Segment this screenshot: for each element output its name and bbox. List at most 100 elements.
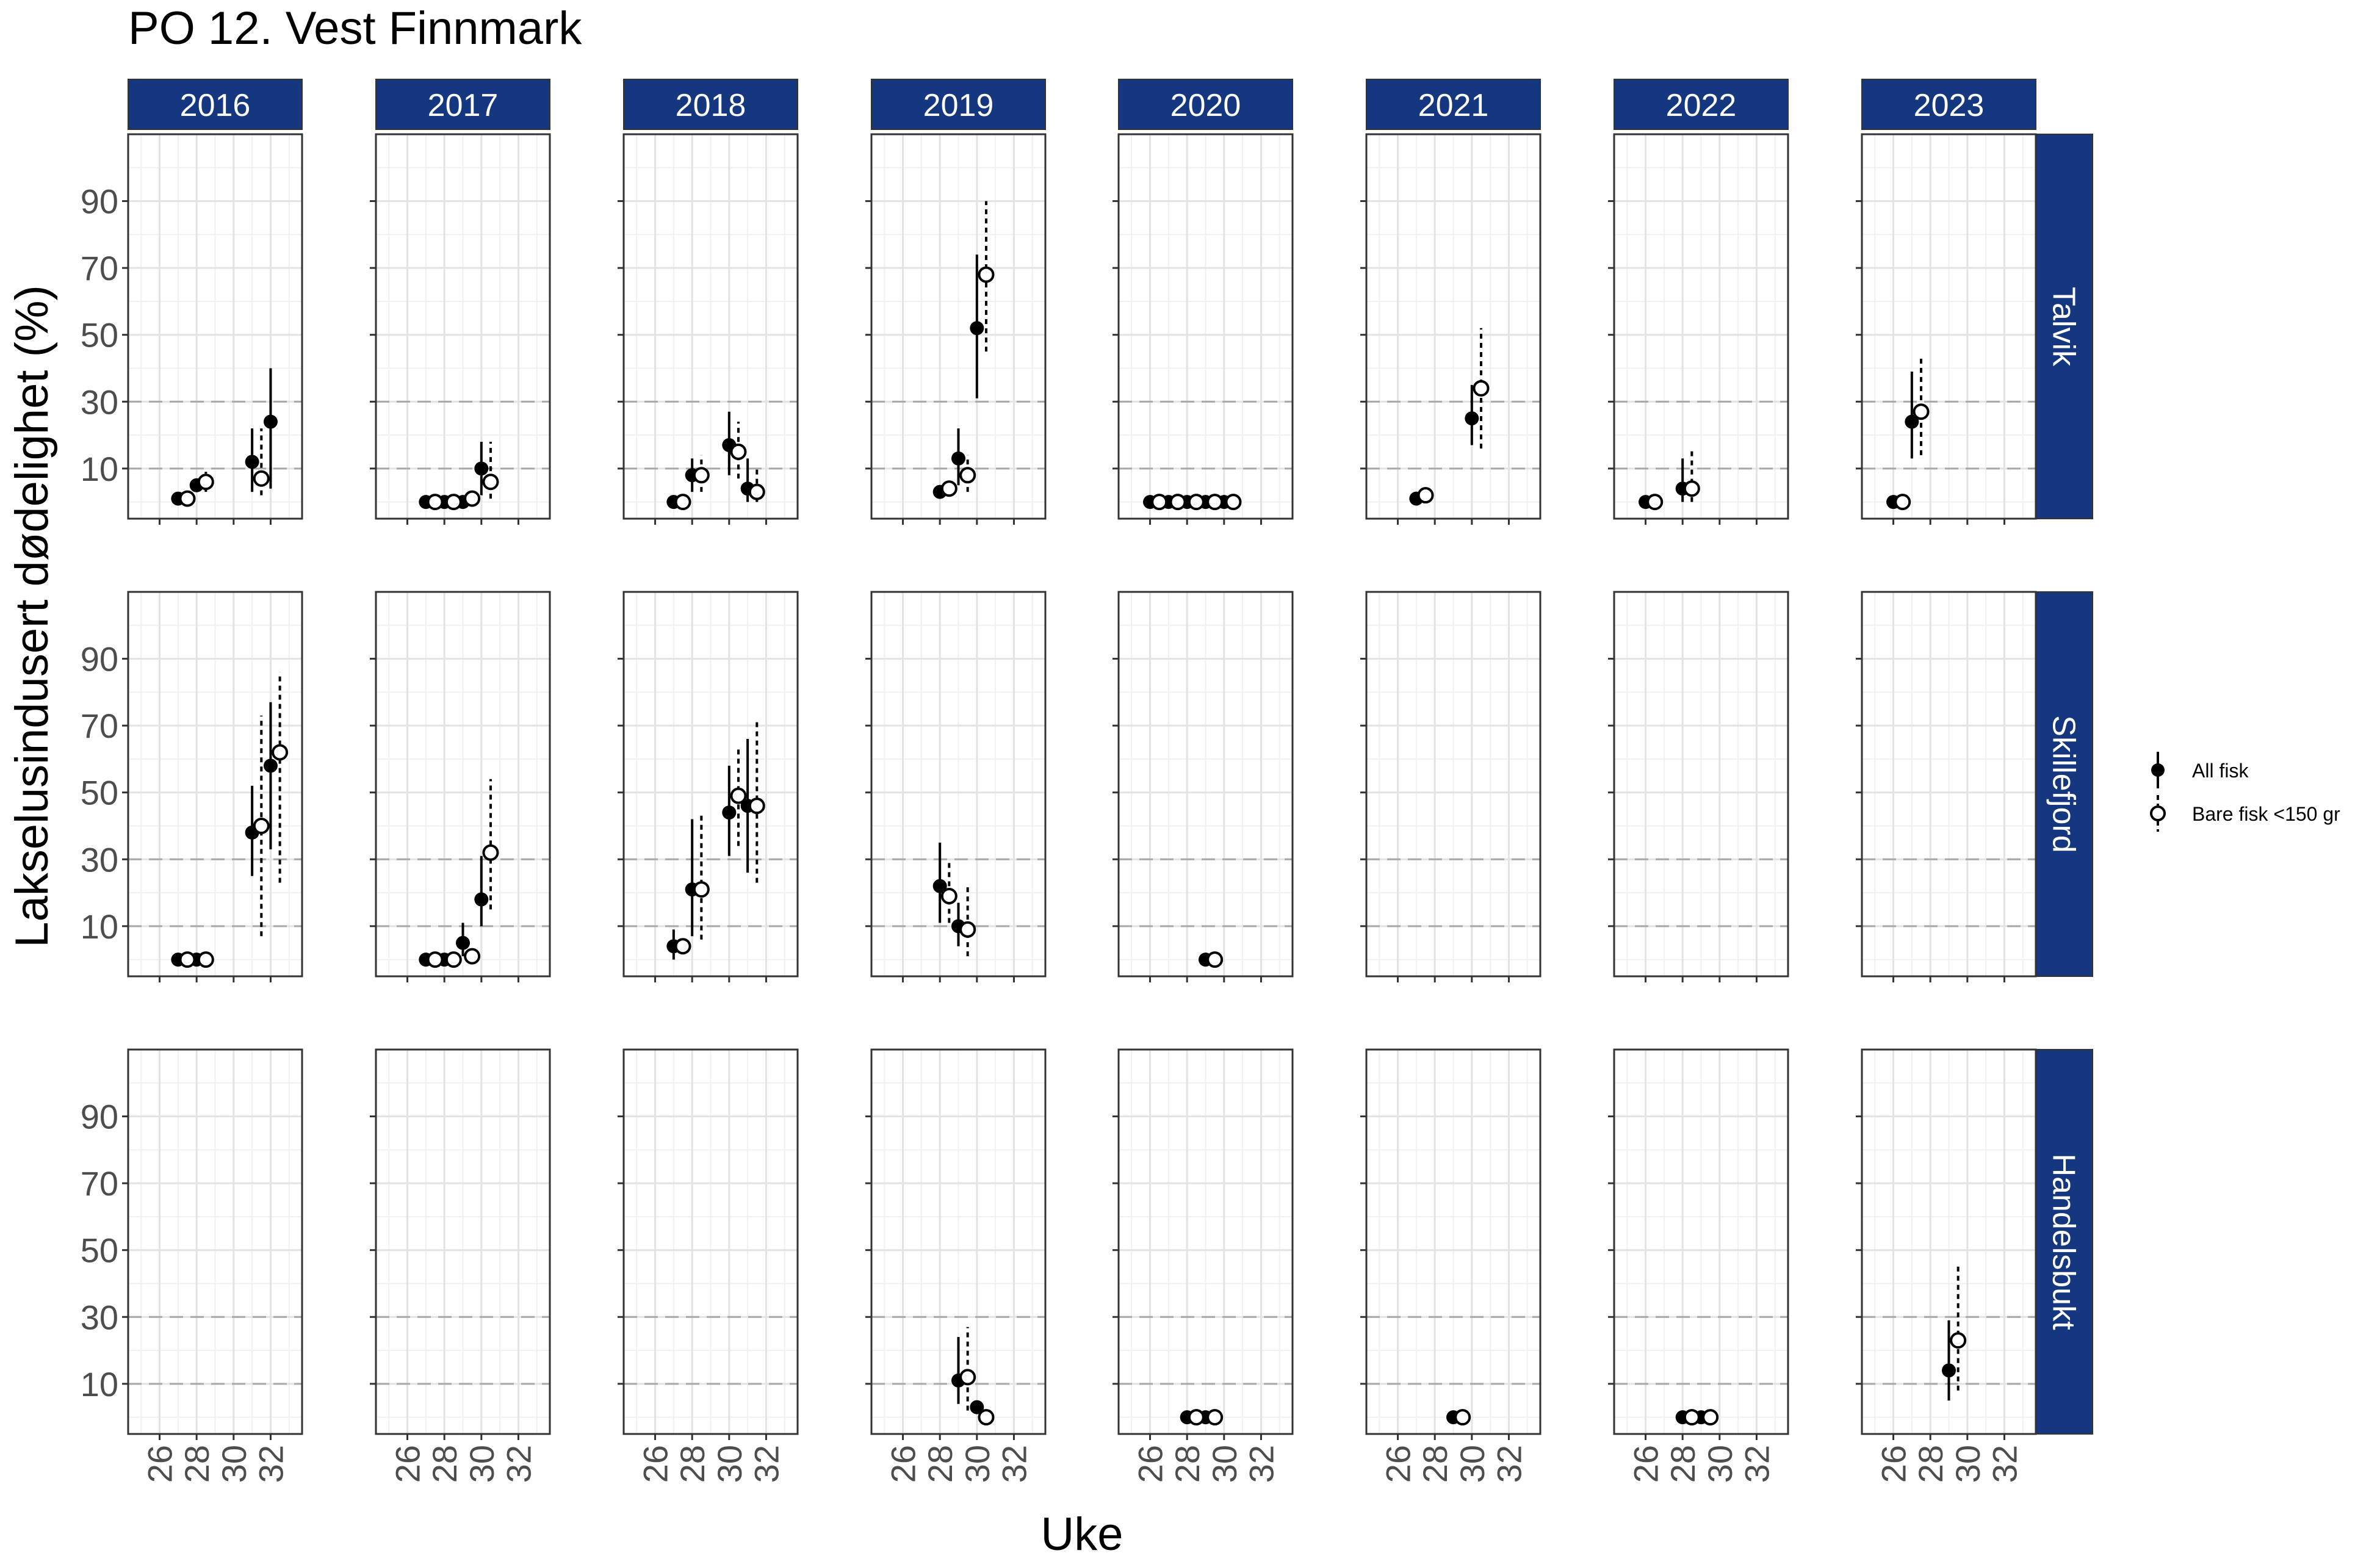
x-tick-label: 30 bbox=[1453, 1445, 1491, 1483]
point-small bbox=[1913, 403, 1930, 420]
x-tick-label: 28 bbox=[1416, 1445, 1454, 1483]
panel-border bbox=[622, 133, 799, 520]
panel-skillefjord-2022 bbox=[1608, 591, 1789, 982]
panel-talvik-2022 bbox=[1608, 133, 1789, 525]
point-small bbox=[1683, 1409, 1700, 1426]
x-tick-label: 32 bbox=[1242, 1445, 1280, 1483]
point-all bbox=[1942, 1363, 1956, 1378]
panel-border bbox=[870, 133, 1047, 520]
y-tick-label: 30 bbox=[81, 1298, 118, 1336]
legend-all-marker bbox=[2151, 763, 2165, 777]
point-all bbox=[474, 892, 489, 907]
point-small bbox=[197, 951, 214, 968]
x-tick-label: 26 bbox=[1627, 1445, 1665, 1483]
point-small bbox=[482, 474, 499, 491]
panel-border bbox=[870, 1048, 1047, 1435]
point-small bbox=[674, 938, 691, 955]
point-small bbox=[1950, 1332, 1967, 1349]
year-strip-2017 bbox=[375, 79, 550, 130]
station-strip-label-handelsbukt: Handelsbukt bbox=[2046, 1153, 2082, 1330]
panel-border bbox=[127, 591, 303, 978]
point-small bbox=[427, 494, 444, 511]
point-small bbox=[179, 951, 196, 968]
year-strip-2021 bbox=[1366, 79, 1541, 130]
point-small bbox=[179, 490, 196, 507]
x-tick-label: 30 bbox=[710, 1445, 749, 1483]
point-all bbox=[1465, 411, 1479, 426]
panel-border bbox=[1613, 1048, 1789, 1435]
point-small bbox=[464, 490, 481, 507]
panel-talvik-2017 bbox=[370, 133, 551, 525]
point-small bbox=[940, 480, 957, 497]
x-tick-label: 32 bbox=[995, 1445, 1033, 1483]
x-tick-label: 28 bbox=[425, 1445, 464, 1483]
point-small bbox=[197, 474, 214, 491]
point-small bbox=[464, 948, 481, 965]
station-strip-label-talvik: Talvik bbox=[2046, 287, 2082, 367]
point-small bbox=[730, 787, 747, 804]
point-small bbox=[1206, 1409, 1224, 1426]
point-small bbox=[959, 467, 976, 484]
x-tick-label: 26 bbox=[636, 1445, 675, 1483]
y-tick-label: 50 bbox=[81, 1231, 118, 1270]
y-axis-label: Lakselusindusert dødelighet (%) bbox=[6, 285, 58, 948]
x-tick-label: 26 bbox=[141, 1445, 179, 1483]
y-tick-label: 50 bbox=[81, 774, 118, 812]
year-strip-label-2020: 2020 bbox=[1170, 88, 1241, 123]
point-small bbox=[1417, 487, 1434, 504]
x-tick-label: 28 bbox=[673, 1445, 712, 1483]
panel-talvik-2018 bbox=[618, 133, 799, 525]
point-all bbox=[722, 805, 737, 820]
panel-talvik-2021 bbox=[1360, 133, 1542, 525]
x-tick-label: 32 bbox=[1985, 1445, 2024, 1483]
point-all bbox=[970, 1400, 984, 1414]
x-tick-label: 32 bbox=[1737, 1445, 1776, 1483]
point-small bbox=[940, 888, 957, 905]
y-tick-label: 90 bbox=[81, 1098, 118, 1136]
y-tick-label: 90 bbox=[81, 182, 118, 221]
panel-border bbox=[375, 133, 551, 520]
panel-talvik-2016: 10 30 50 70 90 bbox=[81, 133, 303, 525]
panel-border bbox=[375, 591, 551, 978]
chart-title: PO 12. Vest Finnmark bbox=[128, 2, 582, 54]
x-tick-label: 26 bbox=[1875, 1445, 1913, 1483]
year-strip-2023 bbox=[1861, 79, 2036, 130]
x-tick-label: 28 bbox=[921, 1445, 959, 1483]
point-all bbox=[245, 455, 259, 469]
panel-skillefjord-2019 bbox=[865, 591, 1047, 982]
year-strip-2019 bbox=[871, 79, 1046, 130]
legend-all-label: All fisk bbox=[2192, 760, 2249, 782]
panel-skillefjord-2020 bbox=[1112, 591, 1294, 982]
point-small bbox=[978, 1409, 995, 1426]
year-strip-label-2016: 2016 bbox=[180, 88, 251, 123]
y-tick-label: 10 bbox=[81, 907, 118, 946]
legend-small-label: Bare fisk <150 gr bbox=[2192, 803, 2340, 825]
point-small bbox=[959, 1369, 976, 1386]
y-tick-label: 70 bbox=[81, 249, 118, 287]
panel-skillefjord-2021 bbox=[1360, 591, 1542, 982]
point-small bbox=[1151, 494, 1168, 511]
x-tick-label: 26 bbox=[1131, 1445, 1170, 1483]
point-small bbox=[253, 470, 270, 487]
point-small bbox=[1646, 494, 1664, 511]
point-all bbox=[970, 321, 984, 336]
point-small bbox=[1454, 1409, 1471, 1426]
point-small bbox=[1188, 494, 1205, 511]
panel-border bbox=[1117, 591, 1294, 978]
legend: All fisk Bare fisk <150 gr bbox=[2150, 752, 2340, 832]
year-strip-2020 bbox=[1118, 79, 1293, 130]
panel-border bbox=[1117, 1048, 1294, 1435]
x-tick-label: 32 bbox=[251, 1445, 290, 1483]
year-strip-2018 bbox=[623, 79, 798, 130]
point-all bbox=[1905, 414, 1919, 429]
panel-border bbox=[1861, 591, 2037, 978]
panel-talvik-2020 bbox=[1112, 133, 1294, 525]
point-small bbox=[978, 266, 995, 283]
panel-border bbox=[127, 133, 303, 520]
y-tick-label: 10 bbox=[81, 1365, 118, 1403]
